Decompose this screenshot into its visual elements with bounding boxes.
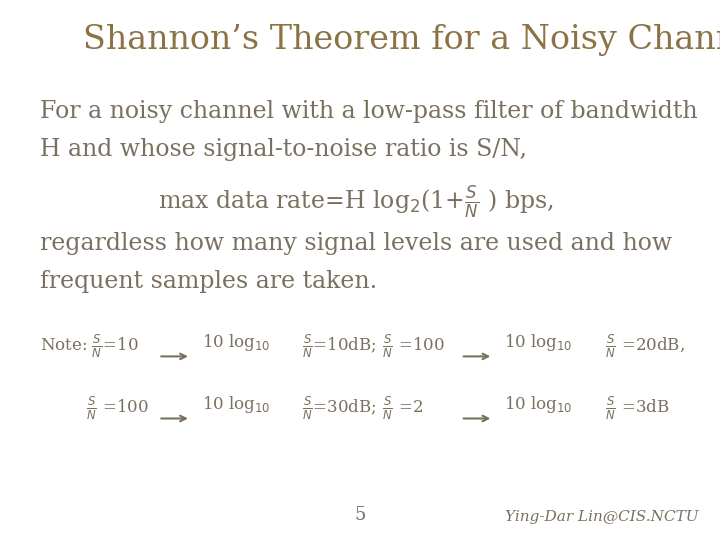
Text: 5: 5: [354, 506, 366, 524]
Text: 10 log$_{10}$: 10 log$_{10}$: [202, 394, 270, 415]
Text: For a noisy channel with a low-pass filter of bandwidth: For a noisy channel with a low-pass filt…: [40, 100, 697, 123]
Text: regardless how many signal levels are used and how: regardless how many signal levels are us…: [40, 232, 672, 255]
Text: Ying-Dar Lin@CIS.NCTU: Ying-Dar Lin@CIS.NCTU: [505, 510, 698, 524]
Text: 10 log$_{10}$: 10 log$_{10}$: [504, 394, 572, 415]
Text: 10 log$_{10}$: 10 log$_{10}$: [202, 332, 270, 353]
Text: $\frac{S}{N}$ =100: $\frac{S}{N}$ =100: [382, 332, 444, 360]
Text: H and whose signal-to-noise ratio is S/N,: H and whose signal-to-noise ratio is S/N…: [40, 138, 527, 161]
Text: Note: $\frac{S}{N}$=10: Note: $\frac{S}{N}$=10: [40, 332, 138, 360]
Text: $\frac{S}{N}$ =3dB: $\frac{S}{N}$ =3dB: [605, 394, 670, 422]
Text: $\frac{S}{N}$=30dB;: $\frac{S}{N}$=30dB;: [302, 394, 377, 422]
Text: $\frac{S}{N}$ =100: $\frac{S}{N}$ =100: [86, 394, 149, 422]
Text: $\frac{S}{N}$=10dB;: $\frac{S}{N}$=10dB;: [302, 332, 377, 360]
Text: $\frac{S}{N}$ =2: $\frac{S}{N}$ =2: [382, 394, 423, 422]
Text: 10 log$_{10}$: 10 log$_{10}$: [504, 332, 572, 353]
Text: Shannon’s Theorem for a Noisy Channel: Shannon’s Theorem for a Noisy Channel: [83, 24, 720, 56]
Text: max data rate=H log$_2$(1+$\frac{S}{N}$ ) bps,: max data rate=H log$_2$(1+$\frac{S}{N}$ …: [158, 184, 554, 221]
Text: $\frac{S}{N}$ =20dB,: $\frac{S}{N}$ =20dB,: [605, 332, 685, 360]
Text: frequent samples are taken.: frequent samples are taken.: [40, 270, 377, 293]
